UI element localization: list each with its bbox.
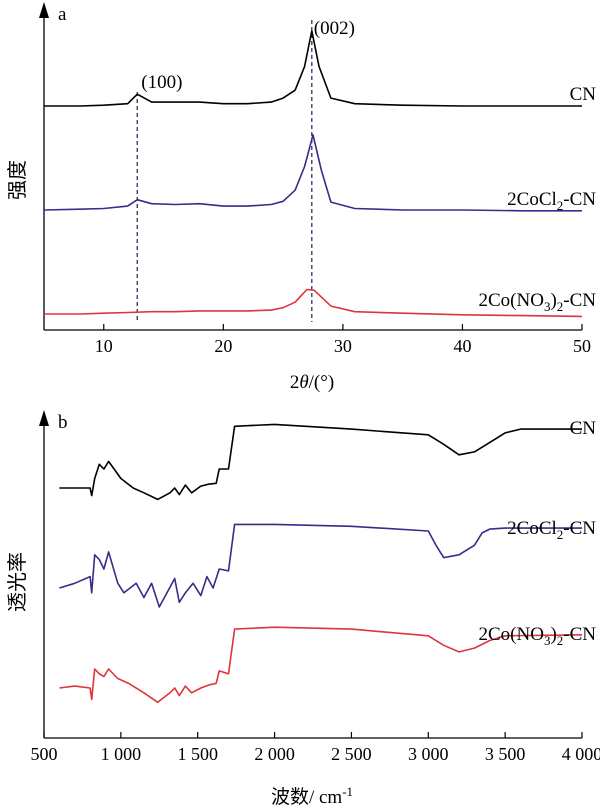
x-tick-label: 500	[31, 744, 58, 764]
panel-a-peak-guides	[136, 20, 313, 322]
panel-a-x-ticks: 10 20 30 40 50	[95, 324, 591, 356]
panel-a-xrd: a 10 20 30 40 50 CN 2CoCl2-CN 2Co(NO3)2-CN (10…	[5, 2, 596, 393]
peak-label: (002)	[314, 18, 355, 39]
x-tick-label: 1 500	[177, 744, 218, 764]
x-tick-label: 50	[573, 336, 591, 356]
panel-a-y-axis-arrow	[39, 2, 49, 18]
panel-a-label: a	[58, 4, 67, 25]
panel-a-x-axis-title: 2θ/(°)	[290, 372, 334, 393]
peak-label: (100)	[141, 72, 182, 93]
x-tick-label: 2 500	[331, 744, 372, 764]
panel-b-y-axis-title: 透光率	[5, 552, 29, 612]
x-tick-label: 1 000	[101, 744, 142, 764]
panel-a-series-labels: CN 2CoCl2-CN 2Co(NO3)2-CN	[478, 84, 596, 314]
series-label-1: 2CoCl2-CN	[507, 189, 596, 213]
panel-b-label: b	[58, 412, 68, 433]
series-label-1: 2CoCl2-CN	[507, 518, 596, 542]
panel-b-x-axis-title: 波数/ cm-1	[271, 784, 353, 808]
x-tick-label: 10	[95, 336, 113, 356]
x-tick-label: 3 000	[408, 744, 449, 764]
series-line-2	[44, 288, 583, 318]
panel-a-peak-labels: (100) (002)	[141, 18, 355, 93]
series-label-2: 2Co(NO3)2-CN	[478, 290, 596, 314]
series-line-1	[59, 523, 582, 608]
series-label-0: CN	[570, 84, 597, 105]
panel-b-series-labels: CN 2CoCl2-CN 2Co(NO3)2-CN	[478, 418, 596, 648]
series-line-2	[59, 626, 583, 704]
series-label-0: CN	[570, 418, 597, 439]
series-label-2: 2Co(NO3)2-CN	[478, 624, 596, 648]
panel-b-ftir: b 500 1 000 1 500 2 000 2 500 3 000 3 500 4 000…	[5, 410, 600, 808]
x-tick-label: 2 000	[254, 744, 295, 764]
panel-b-y-axis-arrow	[39, 410, 49, 426]
x-tick-label: 3 500	[485, 744, 526, 764]
panel-b-series	[59, 423, 583, 704]
x-tick-label: 30	[334, 336, 352, 356]
panel-a-series	[43, 29, 583, 318]
x-tick-label: 40	[453, 336, 471, 356]
panel-b-x-ticks: 500 1 000 1 500 2 000 2 500 3 000 3 500 4 000	[31, 732, 600, 764]
series-line-0	[44, 29, 582, 107]
panel-a-y-axis-title: 强度	[5, 160, 29, 200]
x-tick-label: 4 000	[562, 744, 600, 764]
series-line-0	[59, 423, 582, 501]
x-tick-label: 20	[214, 336, 232, 356]
series-line-1	[43, 134, 582, 212]
